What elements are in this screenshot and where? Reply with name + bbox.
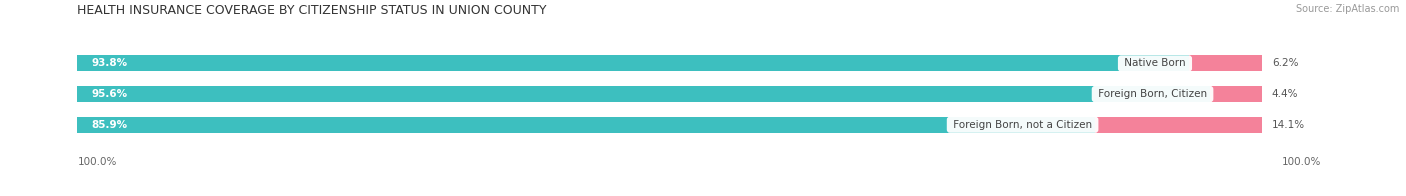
Text: 100.0%: 100.0% (77, 157, 117, 167)
Text: Source: ZipAtlas.com: Source: ZipAtlas.com (1295, 4, 1399, 14)
Bar (77, 117, 1095, 133)
Bar (1189, 55, 1263, 71)
Text: 85.9%: 85.9% (91, 120, 128, 130)
Text: 100.0%: 100.0% (1282, 157, 1322, 167)
Text: HEALTH INSURANCE COVERAGE BY CITIZENSHIP STATUS IN UNION COUNTY: HEALTH INSURANCE COVERAGE BY CITIZENSHIP… (77, 4, 547, 17)
Text: Foreign Born, not a Citizen: Foreign Born, not a Citizen (950, 120, 1095, 130)
Bar (1095, 117, 1263, 133)
Text: 95.6%: 95.6% (91, 89, 128, 99)
Text: 6.2%: 6.2% (1272, 58, 1298, 68)
Text: 14.1%: 14.1% (1272, 120, 1305, 130)
Text: 93.8%: 93.8% (91, 58, 128, 68)
Bar (77, 55, 1263, 71)
Bar (77, 117, 1263, 133)
Bar (77, 86, 1211, 102)
Text: Native Born: Native Born (1121, 58, 1189, 68)
Bar (77, 55, 1189, 71)
Text: Foreign Born, Citizen: Foreign Born, Citizen (1095, 89, 1211, 99)
Bar (77, 86, 1263, 102)
Text: 4.4%: 4.4% (1272, 89, 1298, 99)
Bar (1211, 86, 1263, 102)
